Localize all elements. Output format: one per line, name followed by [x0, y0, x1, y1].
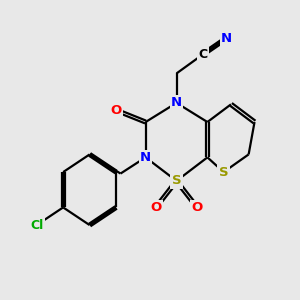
Text: O: O	[191, 201, 203, 214]
Text: O: O	[110, 104, 122, 117]
Text: C: C	[198, 48, 208, 61]
Text: N: N	[140, 151, 151, 164]
Text: S: S	[172, 174, 181, 188]
Text: O: O	[150, 201, 161, 214]
Text: Cl: Cl	[30, 219, 43, 232]
Text: N: N	[221, 32, 232, 45]
Text: N: N	[171, 96, 182, 110]
Text: S: S	[219, 166, 228, 178]
